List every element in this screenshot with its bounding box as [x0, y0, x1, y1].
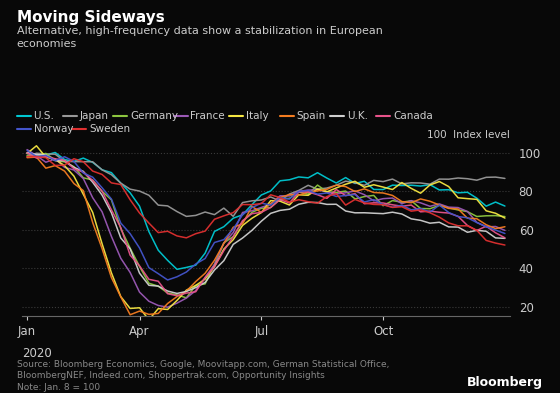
Text: Norway: Norway	[34, 124, 73, 134]
Text: 2020: 2020	[22, 347, 52, 360]
Text: Japan: Japan	[80, 111, 109, 121]
Text: France: France	[190, 111, 225, 121]
Text: Sweden: Sweden	[89, 124, 130, 134]
Text: Germany: Germany	[130, 111, 178, 121]
Text: 100  Index level: 100 Index level	[427, 130, 510, 140]
Text: Canada: Canada	[393, 111, 433, 121]
Text: Source: Bloomberg Economics, Google, Moovitapp.com, German Statistical Office,
B: Source: Bloomberg Economics, Google, Moo…	[17, 360, 389, 380]
Text: U.K.: U.K.	[347, 111, 368, 121]
Text: Moving Sideways: Moving Sideways	[17, 10, 165, 25]
Text: Alternative, high-frequency data show a stabilization in European
economies: Alternative, high-frequency data show a …	[17, 26, 382, 49]
Text: Spain: Spain	[297, 111, 326, 121]
Text: U.S.: U.S.	[34, 111, 54, 121]
Text: Note: Jan. 8 = 100: Note: Jan. 8 = 100	[17, 383, 100, 392]
Text: Bloomberg: Bloomberg	[467, 376, 543, 389]
Text: Italy: Italy	[246, 111, 268, 121]
